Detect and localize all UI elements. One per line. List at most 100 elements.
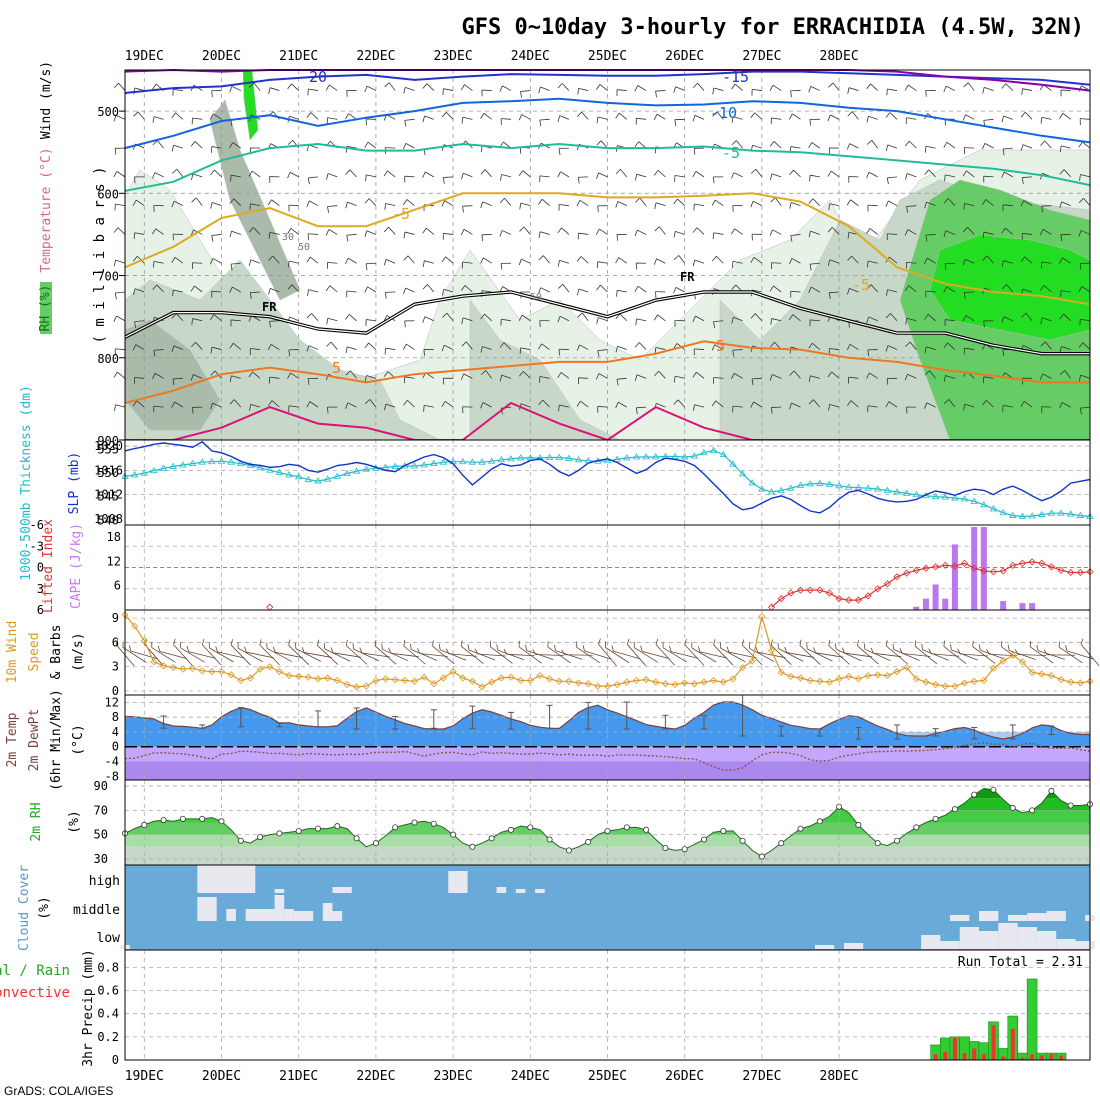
- wind-barb-flag: [441, 401, 446, 407]
- surface-barb-staff: [713, 644, 734, 666]
- wind-barb-staff: [289, 115, 299, 120]
- wind-barb-staff: [560, 171, 570, 178]
- wind-barb-staff: [1060, 290, 1071, 293]
- wind-barb-flag: [113, 171, 118, 178]
- wind-barb-flag: [634, 85, 639, 92]
- wind-barb-staff: [1042, 228, 1052, 235]
- wind-barb-staff: [809, 319, 820, 322]
- wind-barb-staff: [115, 348, 126, 350]
- wind-barb: [692, 171, 705, 178]
- surface-wind-barb: [180, 641, 205, 663]
- wind-barb: [422, 83, 435, 91]
- rh-marker: [276, 830, 283, 837]
- wind-barb-staff: [192, 173, 203, 178]
- wind-barb-flag: [134, 321, 137, 328]
- wind-barb-flag: [171, 168, 178, 174]
- wind-barb-staff: [501, 374, 512, 379]
- wind-barb-staff: [135, 199, 145, 206]
- wind-barb: [732, 349, 743, 357]
- wind-barb: [248, 170, 261, 178]
- wind-barb: [1078, 141, 1091, 149]
- wind-barb: [576, 400, 589, 408]
- wind-barb: [345, 346, 357, 354]
- wind-barb: [635, 262, 647, 270]
- li-marker: [970, 564, 978, 572]
- wind-barb-staff: [444, 344, 454, 350]
- wind-barb-staff: [211, 234, 222, 236]
- wind-barb-staff: [308, 377, 319, 379]
- wind-barb-flag: [693, 348, 695, 356]
- wind-barb-flag: [538, 343, 542, 350]
- wind-barb-staff: [1044, 140, 1052, 149]
- wind-barb-staff: [579, 199, 589, 207]
- wind-barb-flag: [924, 314, 929, 320]
- thickness-marker: [787, 484, 795, 491]
- wind-barb: [885, 200, 898, 207]
- wind-barb-flag: [171, 345, 175, 353]
- wind-speed-marker: [169, 663, 177, 672]
- wind-barb: [616, 89, 627, 97]
- wind-barb-flag: [904, 285, 910, 292]
- wind-barb: [596, 373, 608, 380]
- wind-barb: [191, 262, 203, 270]
- wind-barb-staff: [348, 113, 357, 120]
- date-label-top: 22DEC: [356, 49, 395, 64]
- surface-barb-flag: [259, 639, 262, 646]
- wind-barb-flag: [769, 85, 774, 91]
- precip-convective-bar: [1010, 1028, 1015, 1060]
- wind-barb-flag: [404, 176, 406, 183]
- wind-barb: [789, 314, 801, 322]
- wind-barb: [481, 89, 492, 97]
- wind-barb-staff: [347, 201, 357, 207]
- wind-barb-staff: [616, 89, 627, 91]
- wind-barb: [905, 341, 917, 350]
- wind-barb-flag: [345, 257, 349, 265]
- surface-barb-flag: [460, 640, 463, 647]
- wind-barb: [943, 198, 956, 206]
- wind-barb-flag: [404, 120, 407, 127]
- wind-barb-flag: [500, 263, 503, 270]
- wind-barb-flag: [229, 142, 234, 149]
- wind-barb-flag: [210, 169, 215, 176]
- li-marker: [999, 567, 1007, 575]
- wind-barb-flag: [596, 116, 599, 124]
- wind-barb-flag: [866, 83, 871, 90]
- wind-barb-flag: [306, 345, 310, 352]
- wind-barb-flag: [847, 232, 850, 239]
- wind-barb: [113, 82, 126, 91]
- wind-barb-staff: [1024, 256, 1033, 264]
- wind-barb-staff: [347, 346, 357, 350]
- cloud-cell: [332, 911, 343, 921]
- surface-barb-staff: [477, 653, 506, 657]
- wind-barb-staff: [869, 372, 878, 379]
- wind-barb-flag: [365, 174, 367, 182]
- wind-barb-staff: [1002, 147, 1013, 150]
- wind-barb-staff: [754, 112, 763, 120]
- wind-barb-flag: [711, 199, 716, 206]
- wind-barb-flag: [307, 289, 309, 296]
- wind-barb: [346, 234, 357, 242]
- surface-barb-flag: [755, 646, 759, 653]
- wind-barb: [789, 258, 801, 265]
- wind-barb: [249, 291, 261, 299]
- wind-barb-staff: [1003, 405, 1013, 408]
- thickness-marker: [960, 495, 969, 502]
- wind-barb: [422, 316, 434, 323]
- upper-ylabel-wind: Wind (m/s): [39, 61, 54, 139]
- wind-barb-staff: [771, 374, 782, 379]
- surface-wind-barb: [438, 643, 467, 661]
- wind-barb-flag: [982, 143, 986, 150]
- wind-barb-staff: [425, 171, 434, 178]
- wind-barb: [924, 402, 936, 409]
- wind-barb-staff: [597, 205, 608, 207]
- wind-barb-staff: [1023, 344, 1033, 350]
- wind-barb-flag: [576, 256, 582, 262]
- wind-barb-flag: [190, 285, 195, 292]
- wind-barb: [404, 118, 415, 127]
- rh-marker: [855, 821, 862, 828]
- wind-barb-flag: [750, 201, 754, 208]
- wind-barb-staff: [462, 406, 473, 408]
- axis-tick-label: 550: [97, 466, 119, 480]
- wind-barb: [1059, 201, 1071, 208]
